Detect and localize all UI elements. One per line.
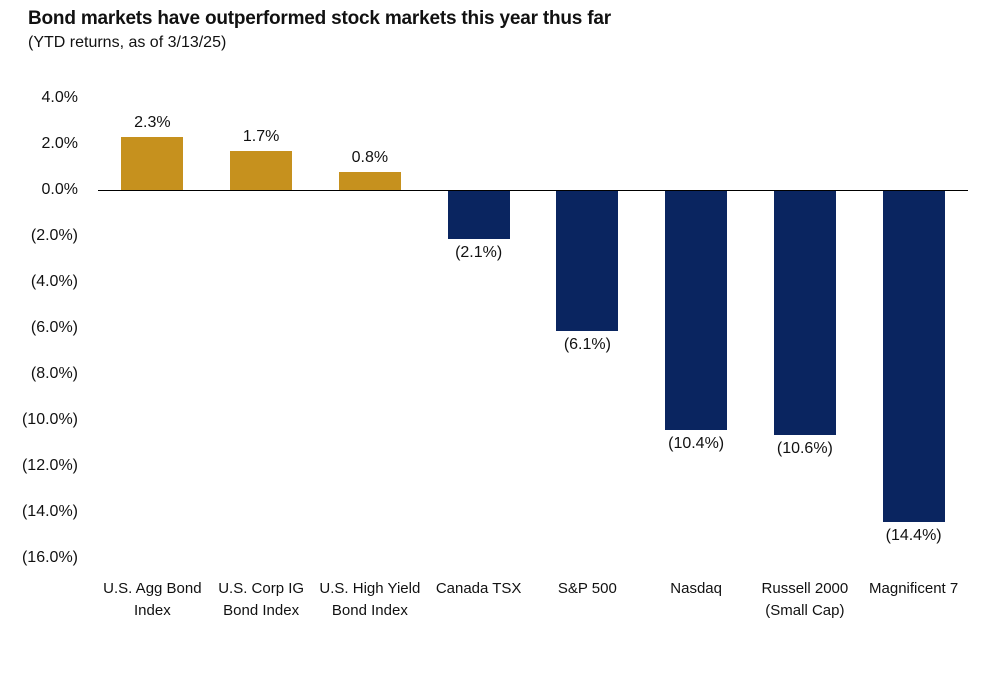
bar-3	[338, 171, 401, 190]
y-tick-label: (4.0%)	[30, 273, 78, 290]
bar-6	[665, 191, 728, 431]
y-axis: 4.0% 2.0% 0.0% (2.0%) (4.0%) (6.0%) (8.0%) (10.…	[0, 85, 88, 575]
y-tick-label: (10.0%)	[21, 411, 78, 428]
y-tick-label: 2.0%	[41, 135, 78, 152]
bar-8	[882, 191, 945, 523]
zero-axis-line	[98, 190, 968, 191]
bar-5	[556, 191, 619, 332]
bar-1	[121, 137, 184, 190]
category-label: Nasdaq	[670, 580, 722, 597]
bar-value-label: 1.7%	[242, 127, 280, 145]
category-label: Russell 2000 (Small Cap)	[761, 580, 849, 619]
y-tick-label: (8.0%)	[30, 365, 78, 382]
y-tick-label: (16.0%)	[21, 549, 78, 566]
x-axis: U.S. Agg Bond Index U.S. Corp IG Bond Ind…	[98, 578, 968, 668]
bar-2	[230, 150, 293, 190]
bar-value-label: (10.4%)	[668, 435, 725, 453]
y-tick-label: (2.0%)	[30, 227, 78, 244]
category-label: U.S. High Yield Bond Index	[319, 580, 421, 619]
bar-value-label: 0.8%	[351, 148, 389, 166]
plot-area: 2.3% 1.7% 0.8% (2.1%) (6.1%) (10.4%) (10.6%) (1…	[98, 85, 968, 575]
category-label: S&P 500	[557, 580, 617, 597]
bar-value-label: 2.3%	[134, 114, 171, 132]
y-tick-label: (6.0%)	[30, 319, 78, 336]
bar-value-label: (2.1%)	[455, 244, 503, 262]
y-tick-label: (14.0%)	[21, 503, 78, 520]
bar-7	[773, 191, 836, 435]
y-tick-label: 4.0%	[41, 89, 78, 106]
category-label: Magnificent 7	[869, 580, 959, 597]
bar-value-label: (10.6%)	[776, 439, 833, 457]
category-label: U.S. Agg Bond Index	[103, 580, 202, 619]
chart-subtitle: (YTD returns, as of 3/13/25)	[28, 34, 227, 51]
chart-title: Bond markets have outperformed stock mar…	[28, 8, 611, 29]
bar-value-label: (14.4%)	[885, 527, 942, 545]
category-label: Canada TSX	[435, 580, 522, 597]
y-tick-label: (12.0%)	[21, 457, 78, 474]
y-tick-label: 0.0%	[41, 181, 78, 198]
bar-value-label: (6.1%)	[563, 336, 611, 354]
category-label: U.S. Corp IG Bond Index	[218, 580, 305, 619]
bar-4	[447, 191, 510, 240]
